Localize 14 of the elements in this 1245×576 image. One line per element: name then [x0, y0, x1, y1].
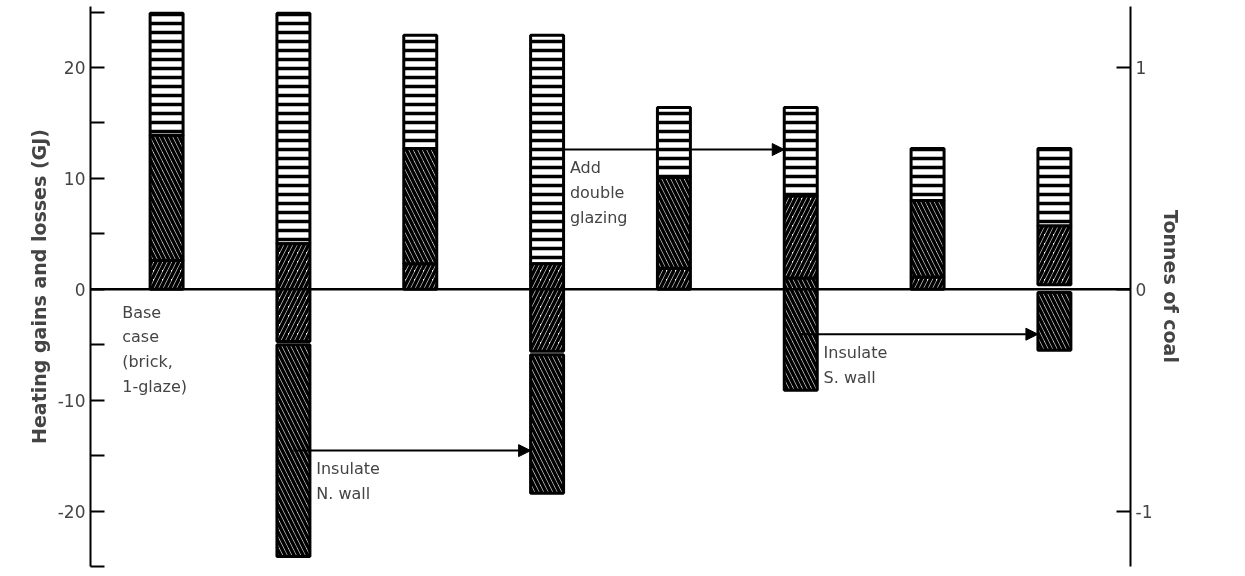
annotation: Insulate N. wall — [316, 459, 380, 504]
y-tick-label: 10 — [63, 168, 86, 189]
y-tick-label: -20 — [57, 501, 86, 522]
annotation: Insulate S. wall — [823, 343, 888, 387]
y-tick-label: -10 — [57, 390, 86, 411]
y2-tick-label: -1 — [1135, 501, 1153, 522]
y-tick-label: 20 — [63, 57, 86, 78]
y2-tick-label: 1 — [1135, 57, 1147, 78]
y2-tick-label: 0 — [1135, 279, 1147, 300]
y-tick-label: 0 — [74, 279, 86, 300]
annotation: Add double glazing — [569, 158, 628, 227]
y2-axis-title: Tonnes of coal — [1160, 210, 1183, 363]
y-axis-title: Heating gains and losses (GJ) — [27, 129, 50, 444]
annotation: Base case (brick, 1-glaze) — [122, 302, 188, 396]
